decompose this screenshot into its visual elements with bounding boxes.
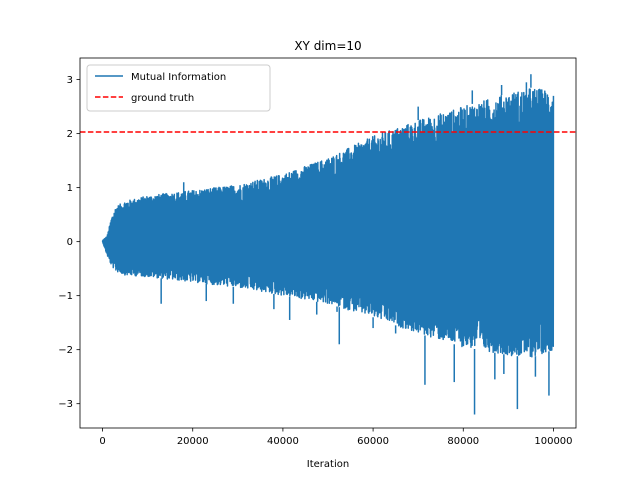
x-tick-label: 20000 [177, 436, 209, 447]
legend-mutual-information-label: Mutual Information [131, 72, 226, 83]
y-tick-label: −3 [58, 399, 73, 410]
y-tick-label: −1 [58, 291, 73, 302]
x-tick-label: 40000 [267, 436, 299, 447]
x-tick-label: 80000 [447, 436, 479, 447]
x-tick-label: 100000 [534, 436, 572, 447]
x-axis-label: Iteration [307, 459, 349, 470]
plot-frame [79, 57, 577, 429]
y-tick-label: 0 [67, 237, 73, 248]
mutual-information-line [101, 88, 555, 358]
mutual-information-layer [101, 74, 555, 415]
x-axis: 0 20000 40000 60000 80000 100000 [99, 428, 573, 447]
legend-ground-truth-label: ground truth [131, 93, 194, 104]
y-tick-label: 1 [67, 183, 73, 194]
chart-title: XY dim=10 [294, 39, 361, 53]
y-tick-label: −2 [58, 345, 73, 356]
legend: Mutual Information ground truth [86, 64, 271, 112]
y-tick-label: 3 [67, 75, 73, 86]
y-axis: −3 −2 −1 0 1 2 3 [58, 75, 80, 410]
y-tick-label: 2 [67, 129, 73, 140]
legend-box [86, 64, 271, 112]
x-tick-label: 60000 [357, 436, 389, 447]
x-tick-label: 0 [99, 436, 105, 447]
